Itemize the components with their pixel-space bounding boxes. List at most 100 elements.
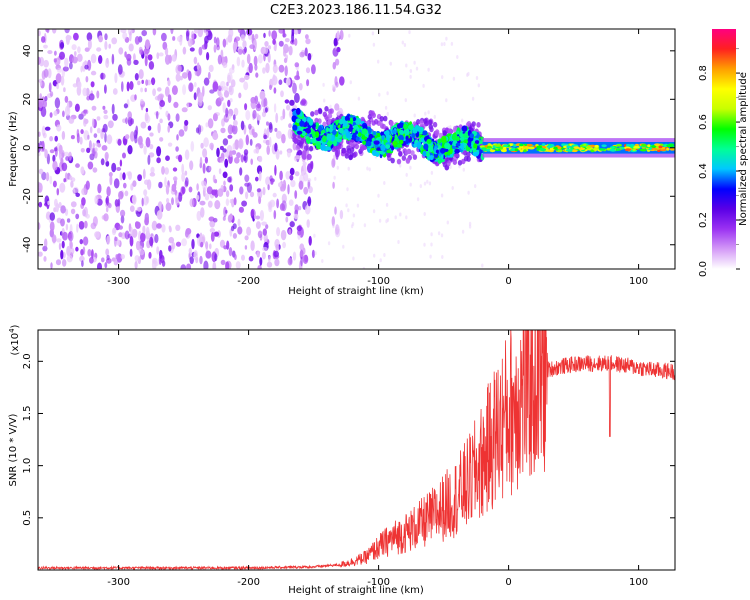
signal-halo <box>353 151 358 157</box>
noise-blob <box>256 188 261 193</box>
noise-blob <box>171 54 177 62</box>
noise-blob <box>305 34 309 40</box>
noise-blob <box>222 216 226 221</box>
snr-y-axis-label: SNR (10 * V/V) <box>8 413 19 486</box>
noise-blob <box>220 127 226 134</box>
noise-blob <box>159 137 164 142</box>
noise-blob <box>289 99 295 106</box>
noise-blob <box>335 58 340 66</box>
noise-blob <box>202 181 207 191</box>
noise-blob <box>156 146 162 157</box>
noise-blob <box>55 73 62 84</box>
noise-blob <box>185 228 192 235</box>
noise-blob <box>42 132 47 139</box>
noise-blob <box>171 183 177 192</box>
noise-blob <box>105 206 109 213</box>
snr-x-tick-label: -100 <box>367 577 390 588</box>
noise-blob <box>339 209 344 220</box>
noise-blob <box>69 62 73 70</box>
noise-blob <box>41 171 47 181</box>
noise-blob <box>293 29 299 35</box>
noise-speck <box>452 76 456 81</box>
noise-blob <box>84 109 89 115</box>
noise-blob <box>220 80 226 89</box>
noise-blob <box>282 241 286 249</box>
noise-blob <box>66 245 71 257</box>
noise-blob <box>181 238 188 247</box>
noise-blob <box>74 103 80 113</box>
noise-blob <box>307 53 312 61</box>
noise-speck <box>461 118 464 123</box>
snr-panel: -300 -200 -100 0 100 0.5 1.0 1.5 2.0 Height of … <box>8 324 676 596</box>
noise-blob <box>243 149 249 156</box>
signal-blob <box>439 147 446 154</box>
noise-blob <box>141 197 144 207</box>
noise-blob <box>208 216 215 222</box>
noise-blob <box>72 56 78 64</box>
noise-blob <box>168 225 172 231</box>
noise-blob <box>124 190 129 197</box>
colorbar: 0.0 0.2 0.4 0.6 0.8 Normalized spectral ampl… <box>698 29 749 277</box>
noise-blob <box>65 223 69 231</box>
noise-blob <box>263 46 269 54</box>
noise-blob <box>49 221 55 232</box>
snr-y-tick-label: 1.5 <box>22 406 33 422</box>
tail-blob <box>566 145 571 149</box>
noise-blob <box>164 86 170 97</box>
noise-speck <box>430 232 433 237</box>
signal-blob <box>372 131 377 136</box>
noise-speck <box>336 165 339 170</box>
noise-blob <box>273 45 277 51</box>
noise-blob <box>233 197 237 206</box>
signal-blob <box>391 145 395 151</box>
noise-blob <box>257 265 262 269</box>
noise-blob <box>213 36 217 44</box>
noise-blob <box>75 213 80 220</box>
noise-blob <box>143 47 150 55</box>
noise-speck <box>314 176 317 181</box>
noise-blob <box>50 262 53 269</box>
noise-blob <box>184 119 189 126</box>
snr-x-tick-label: -300 <box>107 577 130 588</box>
signal-blob <box>473 142 478 150</box>
noise-blob <box>96 47 102 52</box>
noise-blob <box>158 52 164 57</box>
noise-blob <box>177 64 183 72</box>
snr-y-ticks: 0.5 1.0 1.5 2.0 <box>22 353 675 526</box>
tail-blob <box>585 145 592 149</box>
noise-blob <box>195 256 199 264</box>
noise-speck <box>386 218 390 222</box>
noise-blob <box>92 118 95 128</box>
noise-speck <box>445 98 448 103</box>
noise-blob <box>143 195 149 206</box>
noise-blob <box>39 93 42 100</box>
noise-blob <box>299 243 305 251</box>
noise-blob <box>38 251 43 257</box>
noise-blob <box>168 54 172 64</box>
signal-blob <box>349 125 353 132</box>
spectrogram-y-tick-label: 40 <box>22 44 33 57</box>
noise-blob <box>91 249 94 259</box>
noise-blob <box>219 93 223 99</box>
snr-x-tick-label: 0 <box>505 577 511 588</box>
noise-blob <box>52 180 57 188</box>
noise-blob <box>248 255 254 262</box>
noise-blob <box>122 152 126 159</box>
noise-blob <box>301 150 308 160</box>
noise-blob <box>292 251 297 261</box>
signal-blob <box>296 130 303 135</box>
noise-blob <box>268 123 273 133</box>
noise-blob <box>207 71 211 80</box>
noise-speck <box>481 263 484 268</box>
noise-speck <box>405 215 408 220</box>
noise-blob <box>103 114 109 120</box>
noise-blob <box>244 174 250 183</box>
spectrogram-y-tick-label: -20 <box>22 188 33 204</box>
noise-blob <box>222 138 229 146</box>
noise-speck <box>467 190 470 195</box>
noise-blob <box>151 220 158 231</box>
tail-blob <box>570 146 574 150</box>
noise-blob <box>61 162 68 172</box>
tail-blob <box>598 148 606 151</box>
signal-halo <box>348 154 353 161</box>
